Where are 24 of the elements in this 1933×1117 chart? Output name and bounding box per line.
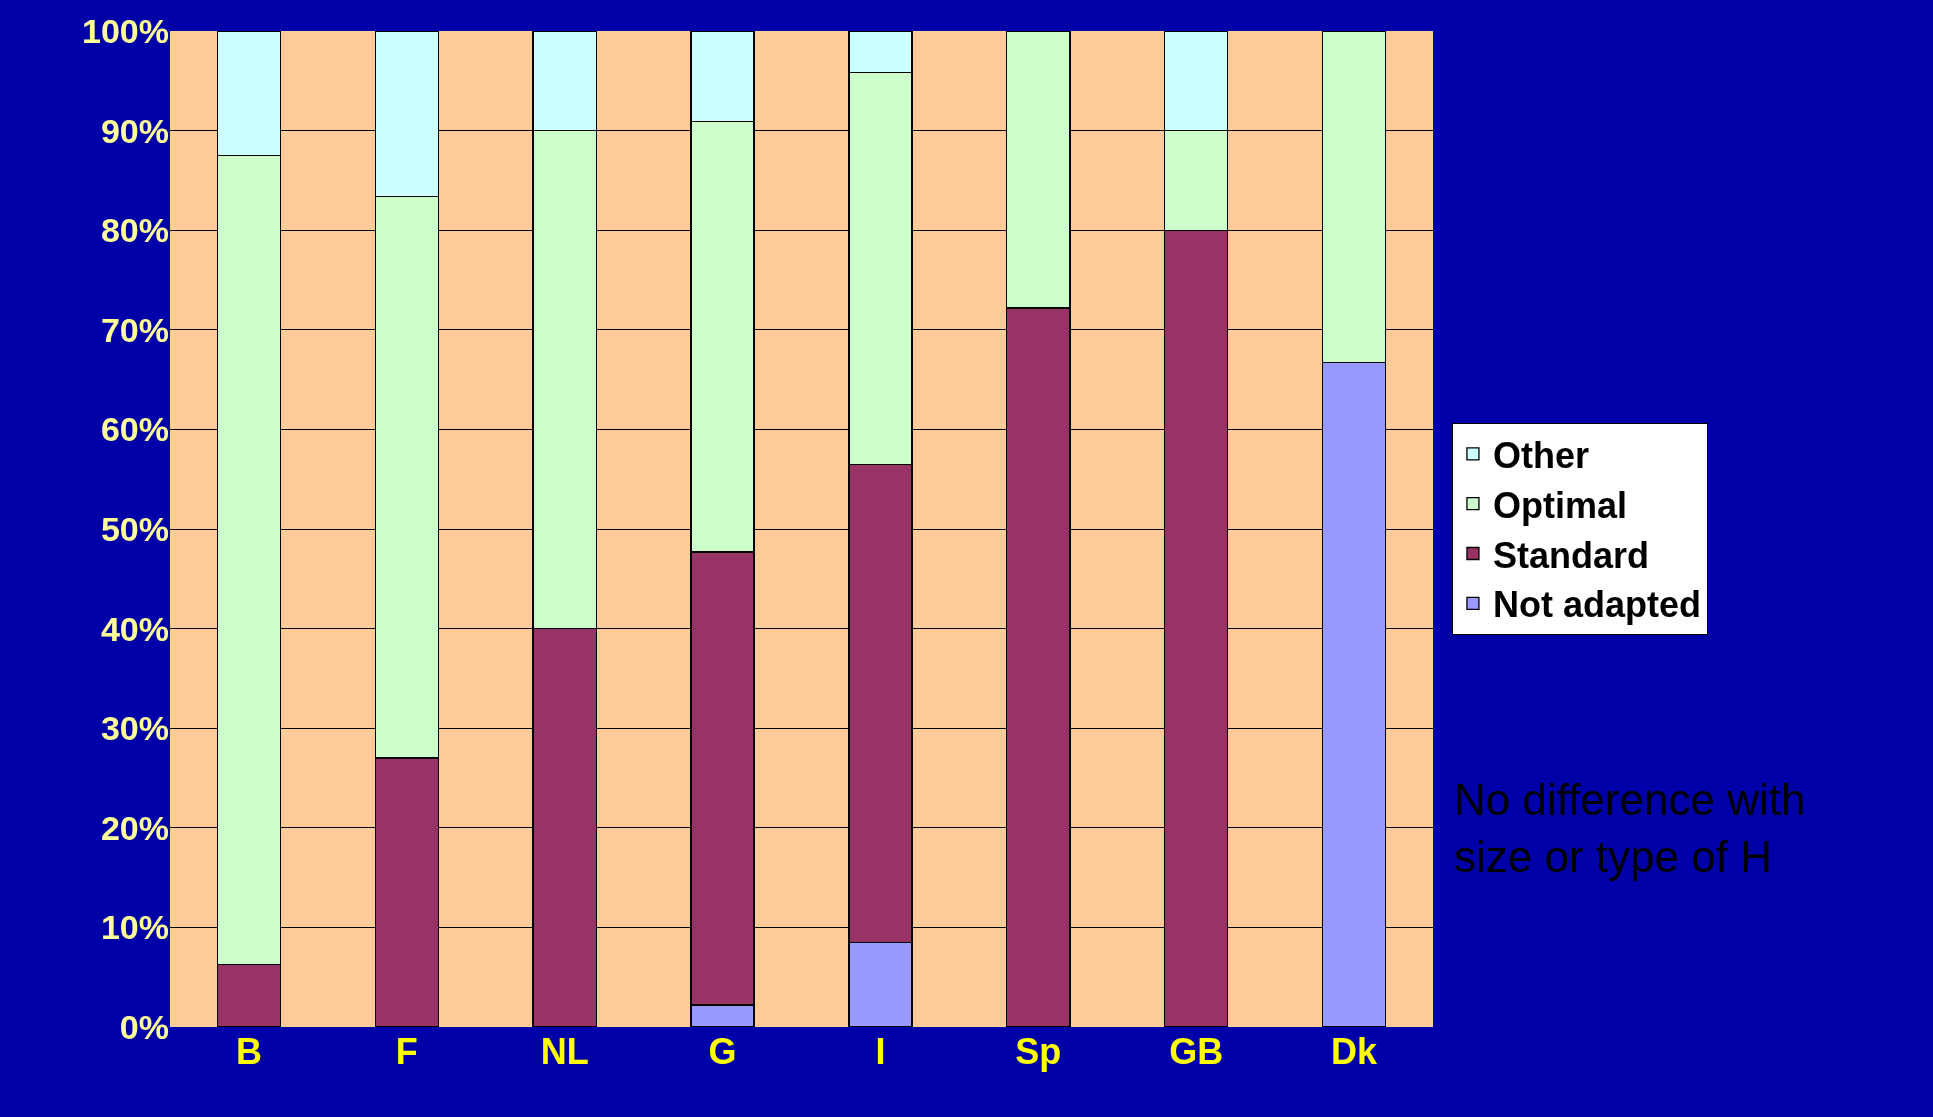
y-tick-label: 0% — [119, 1007, 169, 1046]
legend-label: Standard — [1492, 534, 1649, 576]
y-tick-label: 20% — [100, 808, 169, 847]
x-tick-label: Sp — [1015, 1031, 1062, 1072]
y-tick-label: 40% — [100, 609, 169, 648]
x-tick-label: Dk — [1331, 1031, 1379, 1072]
legend-label: Other — [1492, 434, 1589, 476]
y-tick-label: 90% — [100, 111, 169, 150]
x-tick-label: G — [708, 1031, 737, 1072]
x-tick-label: I — [875, 1031, 886, 1072]
y-tick-label: 70% — [100, 310, 169, 349]
legend-label: Optimal — [1492, 484, 1627, 526]
y-tick-label: 100% — [82, 11, 169, 50]
y-tick-label: 80% — [100, 211, 169, 250]
x-tick-label: NL — [540, 1031, 589, 1072]
x-tick-label: F — [395, 1031, 418, 1072]
x-tick-label: B — [235, 1031, 262, 1072]
text: No difference with size or type of H — [1454, 775, 1806, 882]
legend-label: Not adapted — [1492, 584, 1701, 626]
y-tick-label: 50% — [100, 509, 169, 548]
y-tick-label: 30% — [100, 709, 169, 748]
y-tick-label: 10% — [100, 908, 169, 947]
x-tick-label: GB — [1169, 1031, 1224, 1072]
y-tick-label: 60% — [100, 410, 169, 449]
